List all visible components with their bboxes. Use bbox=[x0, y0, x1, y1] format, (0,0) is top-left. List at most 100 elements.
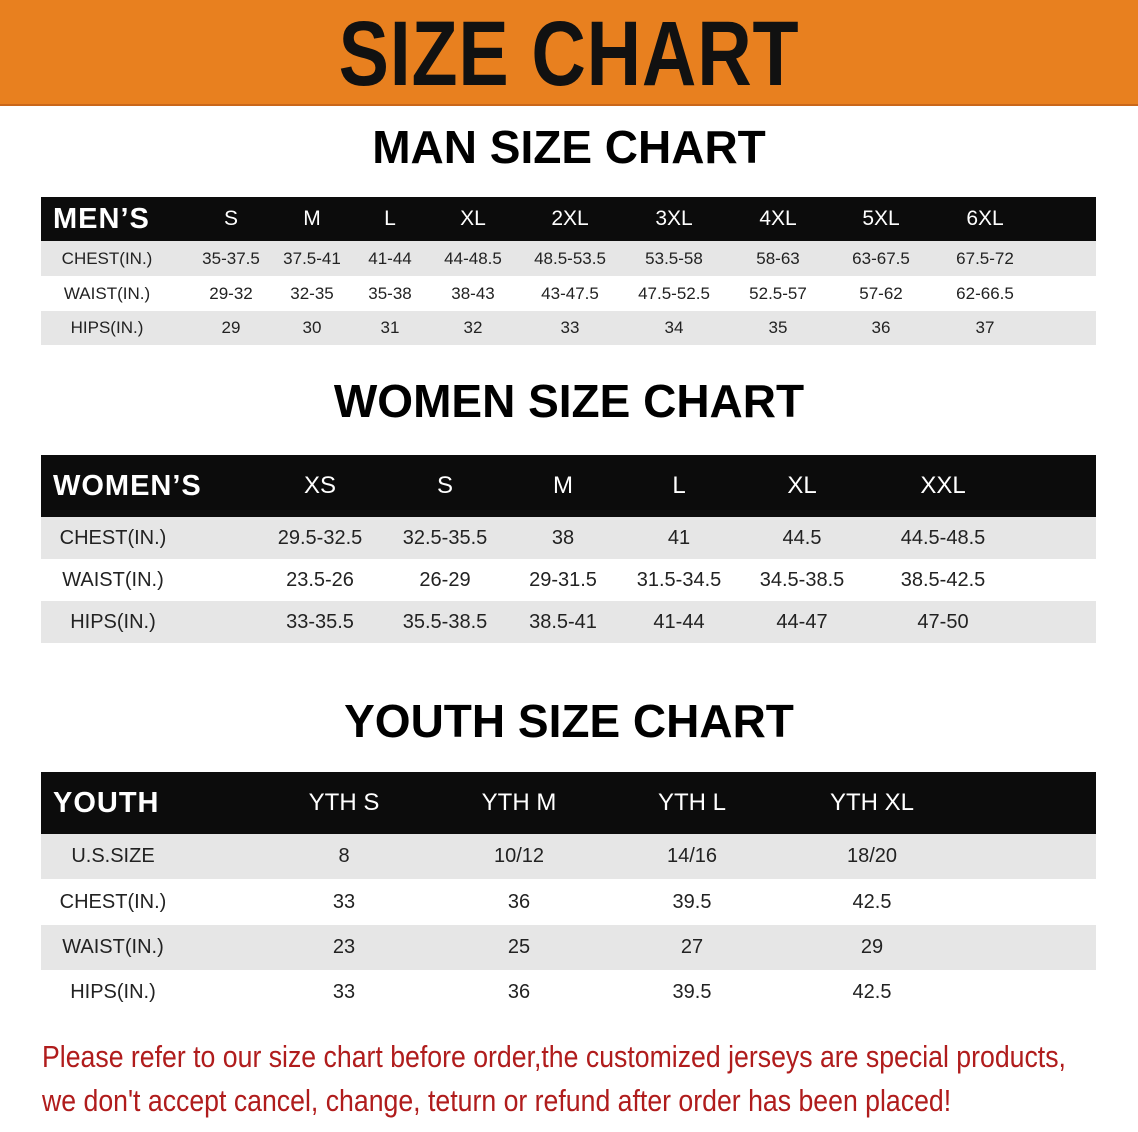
measurement-value: 34.5-38.5 bbox=[759, 568, 845, 591]
size-header: 2XL bbox=[551, 207, 589, 230]
table-row: U.S.SIZE 8 10/12 14/16 18/20 bbox=[41, 834, 1096, 879]
size-header: M bbox=[553, 472, 573, 499]
women-section-title: WOMEN SIZE CHART bbox=[333, 375, 805, 427]
banner-title: SIZE CHART bbox=[338, 3, 800, 105]
measurement-value: 18/20 bbox=[846, 845, 898, 867]
measurement-value: 35-38 bbox=[368, 283, 412, 303]
measurement-value: 63-67.5 bbox=[852, 248, 910, 268]
size-header: M bbox=[303, 207, 321, 230]
measurement-value: 38.5-42.5 bbox=[900, 568, 986, 591]
size-header: XL bbox=[460, 207, 486, 230]
measurement-value: 41-44 bbox=[653, 610, 705, 633]
notice-line-2: we don't accept cancel, change, teturn o… bbox=[42, 1083, 952, 1118]
measurement-label: WAIST(IN.) bbox=[62, 568, 164, 591]
measurement-value: 47-50 bbox=[917, 610, 969, 633]
measurement-value: 48.5-53.5 bbox=[534, 248, 606, 268]
measurement-value: 44-47 bbox=[776, 610, 828, 633]
measurement-value: 36 bbox=[871, 318, 891, 337]
measurement-value: 47.5-52.5 bbox=[638, 283, 710, 303]
table-row: CHEST(IN.) 29.5-32.5 32.5-35.5 38 41 44.5 44.5… bbox=[41, 517, 1096, 559]
table-row: WAIST(IN.) 29-32 32-35 35-38 38-43 43-47.5 47.… bbox=[41, 276, 1096, 311]
measurement-value: 29.5-32.5 bbox=[277, 526, 363, 549]
measurement-value: 58-63 bbox=[756, 248, 800, 268]
measurement-value: 26-29 bbox=[419, 568, 471, 591]
measurement-value: 32.5-35.5 bbox=[402, 526, 488, 549]
size-header: 6XL bbox=[966, 207, 1004, 230]
measurement-label: HIPS(IN.) bbox=[70, 981, 156, 1003]
size-header: 3XL bbox=[655, 207, 693, 230]
measurement-label: CHEST(IN.) bbox=[59, 890, 167, 913]
measurement-value: 44.5 bbox=[782, 526, 822, 549]
measurement-value: 33 bbox=[560, 318, 580, 337]
measurement-value: 32-35 bbox=[290, 283, 334, 303]
youth-header-row: YOUTH YTH S YTH M YTH L YTH XL bbox=[41, 772, 1096, 834]
measurement-value: 35 bbox=[768, 318, 788, 337]
measurement-value: 44-48.5 bbox=[444, 248, 502, 268]
measurement-value: 25 bbox=[507, 936, 531, 958]
measurement-value: 44.5-48.5 bbox=[900, 526, 986, 549]
measurement-value: 67.5-72 bbox=[956, 248, 1014, 268]
measurement-value: 29-32 bbox=[209, 283, 253, 303]
measurement-value: 29 bbox=[221, 318, 241, 337]
size-header: S bbox=[223, 207, 239, 230]
measurement-value: 43-47.5 bbox=[541, 283, 599, 303]
measurement-value: 41 bbox=[667, 526, 691, 549]
banner: SIZE CHART bbox=[0, 0, 1138, 106]
size-header: 5XL bbox=[862, 207, 900, 230]
table-title: WOMEN’S bbox=[53, 469, 202, 502]
measurement-value: 37.5-41 bbox=[283, 248, 341, 268]
measurement-value: 30 bbox=[302, 318, 322, 337]
measurement-label: CHEST(IN.) bbox=[61, 248, 153, 268]
measurement-value: 62-66.5 bbox=[956, 283, 1014, 303]
size-header: L bbox=[384, 207, 396, 230]
table-row: HIPS(IN.) 29 30 31 32 33 34 35 36 37 bbox=[41, 311, 1096, 345]
men-header-row: MEN’S S M L XL 2XL 3XL 4XL 5XL 6XL bbox=[41, 197, 1096, 241]
measurement-value: 57-62 bbox=[859, 283, 903, 303]
measurement-value: 31 bbox=[380, 318, 400, 337]
measurement-label: WAIST(IN.) bbox=[62, 936, 164, 958]
measurement-value: 33 bbox=[332, 981, 356, 1003]
table-row: WAIST(IN.) 23.5-26 26-29 29-31.5 31.5-34.5 34… bbox=[41, 559, 1096, 601]
measurement-value: 38-43 bbox=[451, 283, 495, 303]
size-header: YTH S bbox=[308, 789, 380, 816]
size-header: YTH M bbox=[481, 789, 557, 816]
size-header: L bbox=[672, 472, 686, 499]
measurement-value: 8 bbox=[338, 845, 350, 867]
notice-line-1: Please refer to our size chart before or… bbox=[42, 1039, 1066, 1074]
size-header: XL bbox=[787, 472, 817, 499]
table-row: HIPS(IN.) 33 36 39.5 42.5 bbox=[41, 970, 1096, 1015]
table-row: CHEST(IN.) 35-37.5 37.5-41 41-44 44-48.5 48.5… bbox=[41, 241, 1096, 276]
youth-section-title: YOUTH SIZE CHART bbox=[344, 695, 794, 747]
measurement-value: 29 bbox=[860, 936, 884, 958]
measurement-label: WAIST(IN.) bbox=[63, 283, 151, 303]
measurement-label: U.S.SIZE bbox=[71, 845, 155, 867]
size-header: S bbox=[436, 472, 454, 499]
size-header: 4XL bbox=[759, 207, 797, 230]
measurement-label: HIPS(IN.) bbox=[70, 610, 156, 633]
measurement-value: 39.5 bbox=[672, 890, 712, 913]
table-title: MEN’S bbox=[53, 202, 150, 235]
measurement-value: 14/16 bbox=[666, 845, 718, 867]
measurement-label: CHEST(IN.) bbox=[59, 526, 167, 549]
measurement-value: 29-31.5 bbox=[529, 568, 597, 591]
measurement-value: 36 bbox=[507, 890, 531, 913]
measurement-value: 33-35.5 bbox=[286, 610, 354, 633]
measurement-value: 38.5-41 bbox=[529, 610, 597, 633]
women-header-row: WOMEN’S XS S M L XL XXL bbox=[41, 455, 1096, 517]
size-header: YTH XL bbox=[829, 789, 915, 816]
measurement-value: 34 bbox=[664, 318, 684, 337]
measurement-value: 52.5-57 bbox=[749, 283, 807, 303]
measurement-value: 31.5-34.5 bbox=[636, 568, 722, 591]
measurement-value: 39.5 bbox=[672, 981, 712, 1003]
measurement-value: 53.5-58 bbox=[645, 248, 703, 268]
table-row: HIPS(IN.) 33-35.5 35.5-38.5 38.5-41 41-44 44-… bbox=[41, 601, 1096, 643]
size-header: YTH L bbox=[657, 789, 727, 816]
measurement-value: 36 bbox=[507, 981, 531, 1003]
measurement-value: 42.5 bbox=[852, 981, 892, 1003]
measurement-value: 32 bbox=[463, 318, 483, 337]
measurement-value: 37 bbox=[975, 318, 995, 337]
measurement-value: 35-37.5 bbox=[202, 248, 260, 268]
measurement-value: 33 bbox=[332, 890, 356, 913]
measurement-value: 38 bbox=[551, 526, 575, 549]
measurement-label: HIPS(IN.) bbox=[70, 318, 144, 337]
